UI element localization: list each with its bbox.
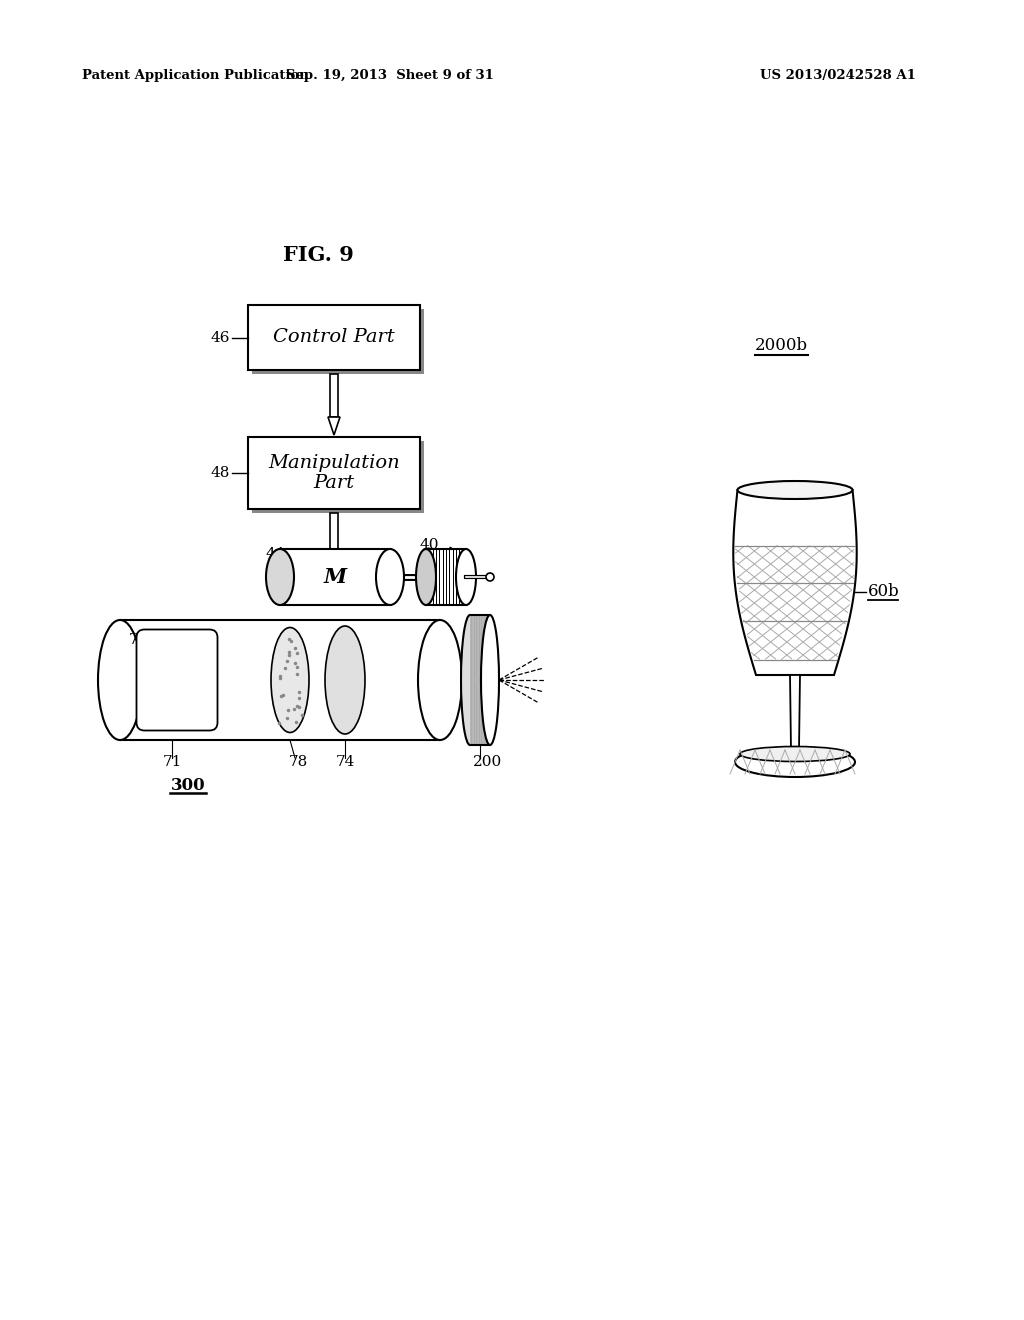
Ellipse shape: [740, 747, 850, 762]
Text: Part: Part: [313, 474, 354, 492]
Bar: [280, 549, 390, 605]
Polygon shape: [733, 490, 857, 675]
Bar: [252, 441, 424, 513]
Ellipse shape: [416, 549, 436, 605]
FancyBboxPatch shape: [136, 630, 217, 730]
Text: 60b: 60b: [867, 583, 899, 601]
Text: 48: 48: [211, 466, 230, 480]
Text: 300: 300: [171, 776, 206, 793]
Text: 44: 44: [265, 546, 285, 561]
Bar: [248, 437, 420, 510]
Text: Sep. 19, 2013  Sheet 9 of 31: Sep. 19, 2013 Sheet 9 of 31: [286, 69, 494, 82]
Text: 200: 200: [473, 755, 503, 770]
Ellipse shape: [376, 549, 404, 605]
Text: FIG. 9: FIG. 9: [283, 246, 353, 265]
Text: 2000b: 2000b: [755, 337, 808, 354]
Ellipse shape: [461, 615, 479, 744]
Text: 71: 71: [163, 755, 181, 770]
Circle shape: [486, 573, 494, 581]
Text: US 2013/0242528 A1: US 2013/0242528 A1: [760, 69, 915, 82]
Text: 46: 46: [211, 330, 230, 345]
Bar: [470, 615, 490, 744]
Bar: [248, 305, 420, 370]
Bar: [120, 620, 440, 741]
Text: Control Part: Control Part: [273, 329, 395, 346]
Ellipse shape: [481, 615, 499, 744]
Bar: [252, 309, 424, 374]
Ellipse shape: [271, 627, 309, 733]
Text: M: M: [324, 568, 346, 587]
Ellipse shape: [98, 620, 142, 741]
Text: 78: 78: [289, 755, 307, 770]
Ellipse shape: [418, 620, 462, 741]
Ellipse shape: [735, 747, 855, 777]
Polygon shape: [328, 554, 340, 572]
Polygon shape: [328, 417, 340, 436]
Text: 70: 70: [129, 634, 148, 647]
Text: Patent Application Publication: Patent Application Publication: [82, 69, 309, 82]
Ellipse shape: [456, 549, 476, 605]
Bar: [426, 549, 466, 605]
Bar: [330, 374, 338, 417]
Text: 40: 40: [420, 539, 439, 552]
Ellipse shape: [266, 549, 294, 605]
Text: Manipulation: Manipulation: [268, 454, 399, 473]
Ellipse shape: [325, 626, 365, 734]
Ellipse shape: [737, 480, 853, 499]
Bar: [330, 513, 338, 554]
Text: 74: 74: [335, 755, 354, 770]
Polygon shape: [790, 675, 800, 750]
